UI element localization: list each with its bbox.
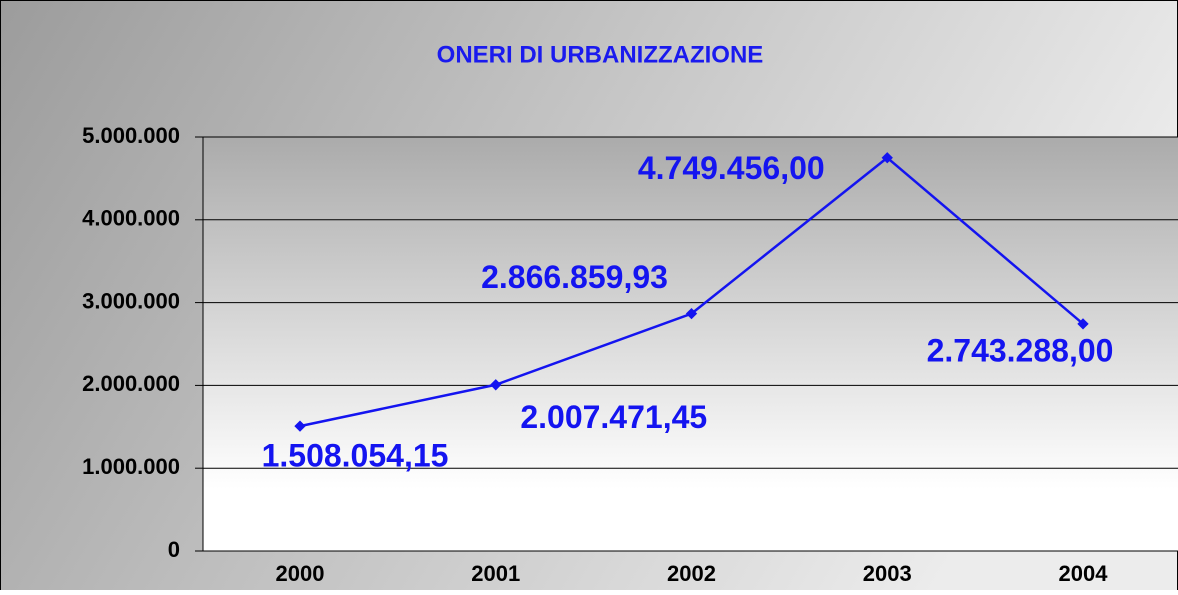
data-label: 1.508.054,15 [262,438,449,474]
chart-title: ONERI DI URBANIZZAZIONE [437,41,764,68]
marker [490,379,502,391]
y-tick-label: 1.000.000 [82,454,180,479]
data-label: 4.749.456,00 [638,150,825,186]
x-tick-label: 2003 [863,561,912,586]
y-tick-label: 5.000.000 [82,123,180,148]
x-tick-label: 2004 [1059,561,1109,586]
marker [881,152,893,164]
y-tick-label: 0 [168,537,180,562]
x-tick-label: 2002 [667,561,716,586]
plot-area [203,137,1178,551]
marker [294,420,306,432]
y-tick-label: 2.000.000 [82,371,180,396]
data-label: 2.866.859,93 [481,259,668,295]
y-tick-label: 4.000.000 [82,206,180,231]
data-label: 2.743.288,00 [927,332,1114,368]
marker [685,307,698,320]
data-label: 2.007.471,45 [520,399,707,435]
x-tick-label: 2001 [471,561,520,586]
x-tick-label: 2000 [276,561,325,586]
y-tick-label: 3.000.000 [82,288,180,313]
marker [1077,318,1089,330]
